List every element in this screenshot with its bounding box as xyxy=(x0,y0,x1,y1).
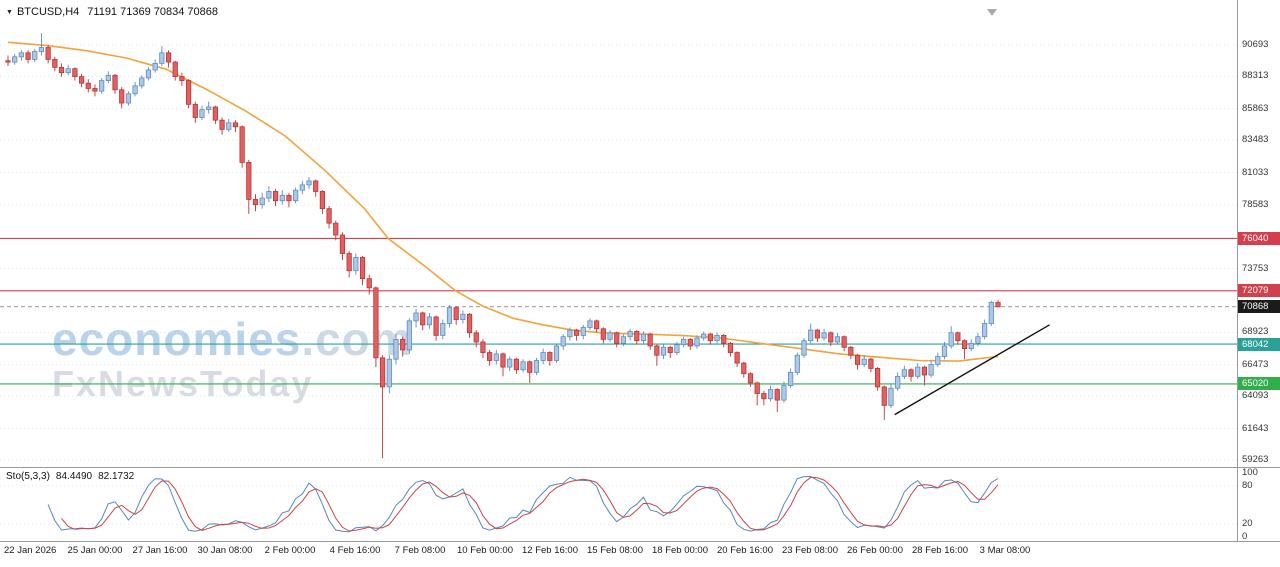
stochastic-k-line xyxy=(47,475,999,533)
time-axis-label: 7 Feb 08:00 xyxy=(394,545,446,556)
stochastic-label: Sto(5,3,3) 84.4490 82.1732 xyxy=(6,471,140,482)
time-axis-label: 22 Jan 2026 xyxy=(4,545,57,556)
time-axis-label: 23 Feb 08:00 xyxy=(782,545,838,556)
stoch-tick-label: 80 xyxy=(1242,479,1253,491)
price-tick-label: 73753 xyxy=(1242,262,1269,274)
time-axis-label: 30 Jan 08:00 xyxy=(197,545,253,556)
stoch-tick-label: 0 xyxy=(1242,531,1248,542)
price-tick-label: 81033 xyxy=(1242,166,1269,178)
stochastic-name: Sto(5,3,3) xyxy=(6,471,50,482)
price-tick-label: 61643 xyxy=(1242,422,1269,434)
ohlc-values: 71191 71369 70834 70868 xyxy=(87,6,218,18)
price-tick-label: 85863 xyxy=(1242,102,1269,114)
time-axis[interactable]: 22 Jan 2026 25 Jan 00:00 27 Jan 16:00 30 Ja… xyxy=(0,545,1280,565)
symbol-info: ▼ BTCUSD,H4 71191 71369 70834 70868 xyxy=(6,6,218,18)
time-axis-label: 10 Feb 00:00 xyxy=(457,545,513,556)
price-tick-label: 59263 xyxy=(1242,454,1269,465)
resistance-price-tag: 76040 xyxy=(1238,231,1280,245)
stochastic-d-line xyxy=(61,476,999,532)
stochastic-d-value: 82.1732 xyxy=(98,471,135,482)
trendline xyxy=(894,324,1050,416)
price-tick-label: 88313 xyxy=(1242,70,1269,82)
stoch-tick-label: 100 xyxy=(1242,467,1258,478)
time-axis-label: 18 Feb 00:00 xyxy=(652,545,708,556)
price-tick-label: 90693 xyxy=(1242,39,1269,50)
watermark-line1: economies.com xyxy=(52,313,413,365)
price-tick-label: 64093 xyxy=(1242,390,1269,402)
symbol-dropdown-icon[interactable]: ▼ xyxy=(6,8,13,16)
moving-average-line xyxy=(7,41,999,362)
price-tick-label: 78583 xyxy=(1242,198,1269,210)
time-axis-label: 20 Feb 16:00 xyxy=(717,545,773,556)
time-axis-label: 3 Mar 08:00 xyxy=(979,545,1031,556)
price-tick-label: 83483 xyxy=(1242,134,1269,146)
symbol-timeframe-label: BTCUSD,H4 xyxy=(16,6,80,18)
time-axis-label: 26 Feb 00:00 xyxy=(847,545,903,556)
support-price-tag: 65020 xyxy=(1238,377,1280,391)
current-price-tag: 70868 xyxy=(1238,300,1280,314)
time-axis-label: 2 Feb 00:00 xyxy=(264,545,316,556)
price-axis[interactable]: 90693 88313 85863 83483 81033 78583 73753 68923… xyxy=(1238,0,1280,567)
resistance-price-tag: 72079 xyxy=(1238,284,1280,298)
time-axis-label: 12 Feb 16:00 xyxy=(522,545,578,556)
support-price-tag: 68042 xyxy=(1238,337,1280,351)
chart-shift-marker xyxy=(987,9,997,16)
price-tick-label: 66473 xyxy=(1242,358,1269,370)
time-axis-label: 27 Jan 16:00 xyxy=(132,545,188,556)
time-axis-label: 15 Feb 08:00 xyxy=(587,545,643,556)
price-tick-label: 68923 xyxy=(1242,326,1269,338)
time-axis-label: 25 Jan 00:00 xyxy=(67,545,123,556)
stochastic-k-value: 84.4490 xyxy=(55,471,93,482)
stoch-tick-label: 20 xyxy=(1242,518,1253,530)
time-axis-label: 4 Feb 16:00 xyxy=(329,545,381,556)
time-axis-label: 28 Feb 16:00 xyxy=(912,545,968,556)
